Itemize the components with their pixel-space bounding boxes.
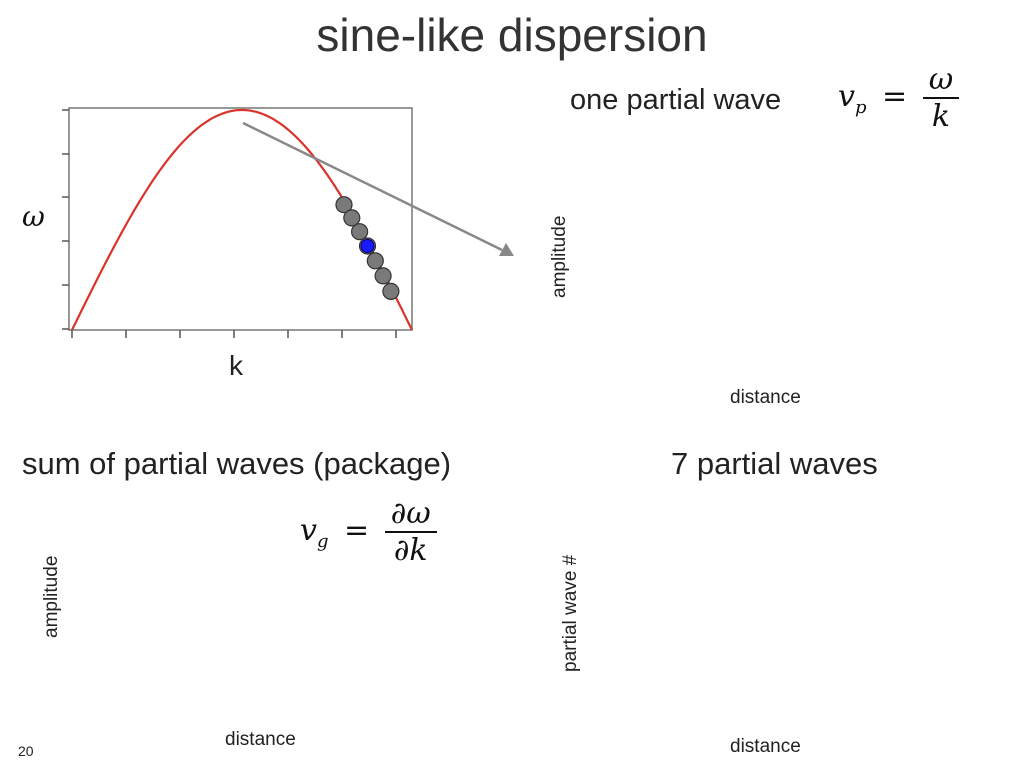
partial-wave-point — [382, 282, 400, 300]
arrow-line — [242, 121, 503, 252]
top-right-ylabel: amplitude — [549, 215, 570, 298]
bottom-right-xlabel: distance — [730, 736, 801, 757]
omega-axis-label: ω — [22, 200, 45, 233]
formula-fraction: ω k — [922, 62, 960, 134]
dispersion-curve — [71, 108, 413, 331]
partial-wave-point — [366, 252, 384, 270]
formula-eq: = — [882, 79, 908, 114]
formula-denominator: k — [922, 97, 960, 134]
partial-wave-point — [351, 223, 369, 241]
partial-wave-point — [343, 209, 361, 227]
phase-velocity-formula: vp = ω k — [838, 62, 960, 134]
formula-numerator: ω — [928, 62, 954, 97]
partial-wave-points — [335, 196, 400, 300]
formula-lhs: v — [838, 79, 855, 114]
formula-lhs-sub: g — [316, 531, 329, 552]
one-partial-wave-label: one partial wave — [570, 84, 782, 116]
k-axis-label: k — [229, 350, 243, 381]
formula-eq: = — [344, 513, 370, 548]
top-right-xlabel: distance — [730, 387, 801, 408]
bottom-left-ylabel: amplitude — [41, 555, 62, 638]
seven-partial-waves-label: 7 partial waves — [671, 446, 878, 481]
bottom-right-ylabel: partial wave # — [560, 554, 581, 672]
sum-of-partial-waves-label: sum of partial waves (package) — [22, 446, 452, 481]
formula-denominator: ∂k — [384, 531, 437, 568]
formula-lhs-sub: p — [854, 97, 867, 118]
selected-partial-wave-point — [360, 239, 375, 253]
plot-frame — [68, 107, 413, 331]
formula-numerator: ∂ω — [390, 496, 431, 531]
dispersion-plot-axes — [62, 107, 413, 338]
page-number: 20 — [18, 743, 34, 759]
group-velocity-formula: vg = ∂ω ∂k — [300, 496, 437, 568]
partial-wave-point — [335, 196, 353, 214]
slide-title: sine-like dispersion — [316, 9, 708, 61]
bottom-left-xlabel: distance — [225, 729, 296, 750]
partial-wave-point — [374, 267, 392, 285]
formula-fraction: ∂ω ∂k — [384, 496, 437, 568]
formula-lhs: v — [300, 513, 317, 548]
arrow-head — [499, 243, 514, 256]
arrow-to-partial-wave — [242, 121, 514, 256]
